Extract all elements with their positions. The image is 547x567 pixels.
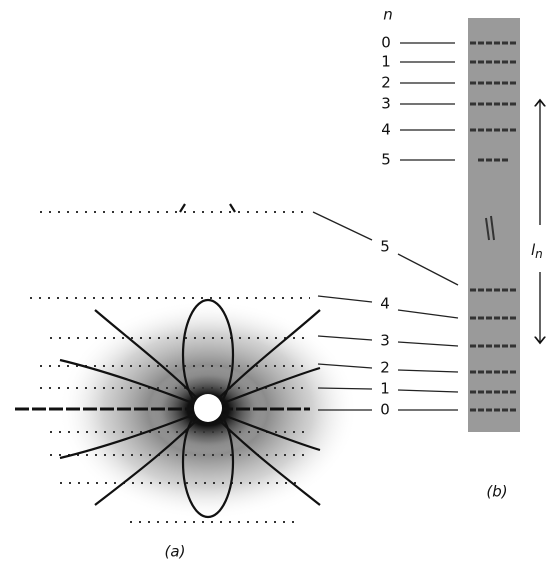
order-label: 1 [381,53,391,71]
order-label: 4 [380,295,390,313]
caption: (a) [165,543,186,561]
spacing-subscript: n [535,247,543,261]
order-label: 0 [380,401,390,419]
order-label: 5 [381,151,391,169]
order-label: 4 [381,121,391,139]
order-label: 2 [381,74,391,92]
order-label: 0 [381,34,391,52]
spacing-symbol: l [531,241,536,259]
order-label: 3 [381,95,391,113]
diffraction-pattern [15,203,358,523]
index-label: n [383,6,393,24]
order-label: 3 [380,332,390,350]
order-label: 5 [380,238,390,256]
strip [468,18,520,432]
spacing-label: ln [531,241,543,261]
leader-lines [312,42,540,411]
order-label: 1 [380,380,390,398]
caption: (b) [486,483,507,501]
order-label: 2 [380,359,390,377]
